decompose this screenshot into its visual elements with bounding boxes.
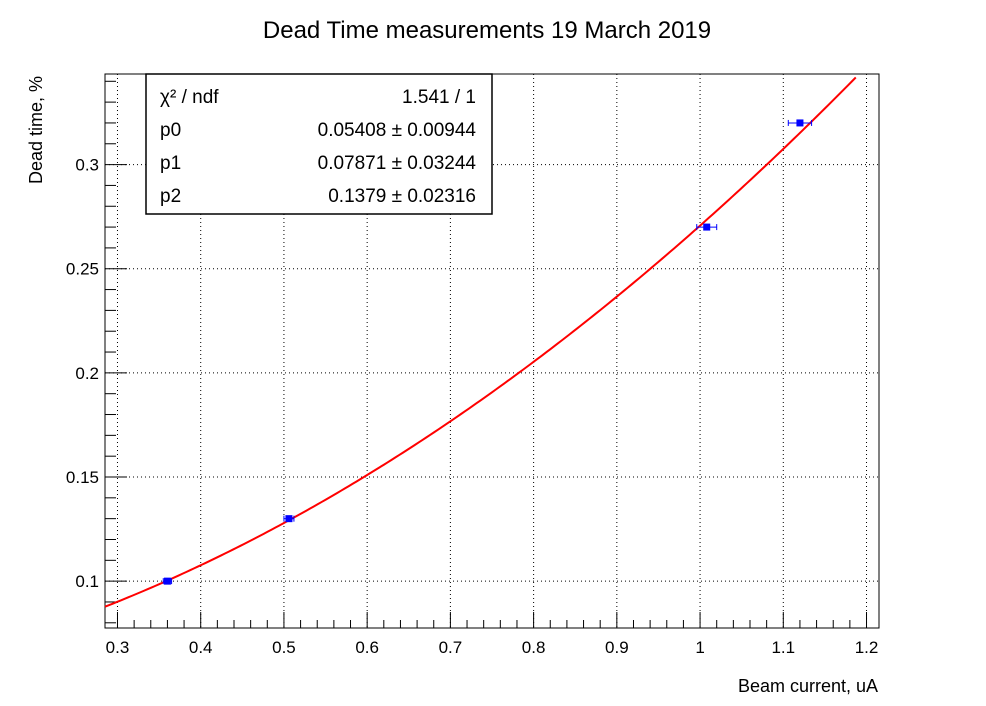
x-tick-label: 0.9 (605, 638, 629, 657)
y-axis-label: Dead time, % (26, 76, 46, 184)
data-point (796, 119, 804, 127)
x-axis-label: Beam current, uA (738, 676, 878, 696)
stats-row-name: p0 (160, 120, 181, 141)
y-tick-label: 0.15 (66, 468, 99, 487)
tick-labels: 0.3 0.4 0.5 0.6 0.7 0.8 0.9 1 1.1 1.2 0.1 0.15 0.2 0.… (66, 156, 878, 657)
stats-row-value: 0.1379 ± 0.02316 (328, 186, 476, 207)
y-tick-label: 0.1 (75, 572, 99, 591)
x-tick-label: 0.8 (522, 638, 546, 657)
x-tick-label: 0.6 (355, 638, 379, 657)
stats-row-name: p2 (160, 186, 181, 207)
x-tick-label: 0.4 (189, 638, 213, 657)
data-point (285, 515, 293, 523)
chart-title: Dead Time measurements 19 March 2019 (263, 17, 711, 44)
y-tick-label: 0.25 (66, 260, 99, 279)
stats-row-name: χ² / ndf (160, 87, 219, 108)
y-tick-label: 0.3 (75, 156, 99, 175)
fit-curve-group (104, 76, 857, 608)
y-tick-label: 0.2 (75, 364, 99, 383)
x-tick-label: 0.5 (272, 638, 296, 657)
data-points (162, 119, 813, 585)
stats-row-value: 1.541 / 1 (402, 87, 476, 108)
x-tick-label: 0.3 (106, 638, 130, 657)
x-tick-label: 1.1 (771, 638, 795, 657)
stats-row-value: 0.05408 ± 0.00944 (318, 120, 477, 141)
x-tick-label: 0.7 (439, 638, 463, 657)
fit-curve (104, 76, 857, 608)
stats-row-name: p1 (160, 153, 181, 174)
axis-ticks (105, 80, 868, 628)
data-point (703, 223, 711, 231)
x-tick-label: 1 (695, 638, 704, 657)
fit-stats-box: χ² / ndf 1.541 / 1 p0 0.05408 ± 0.00944 … (145, 73, 493, 215)
x-tick-label: 1.2 (855, 638, 879, 657)
data-point (163, 577, 171, 585)
stats-row-value: 0.07871 ± 0.03244 (318, 153, 477, 174)
